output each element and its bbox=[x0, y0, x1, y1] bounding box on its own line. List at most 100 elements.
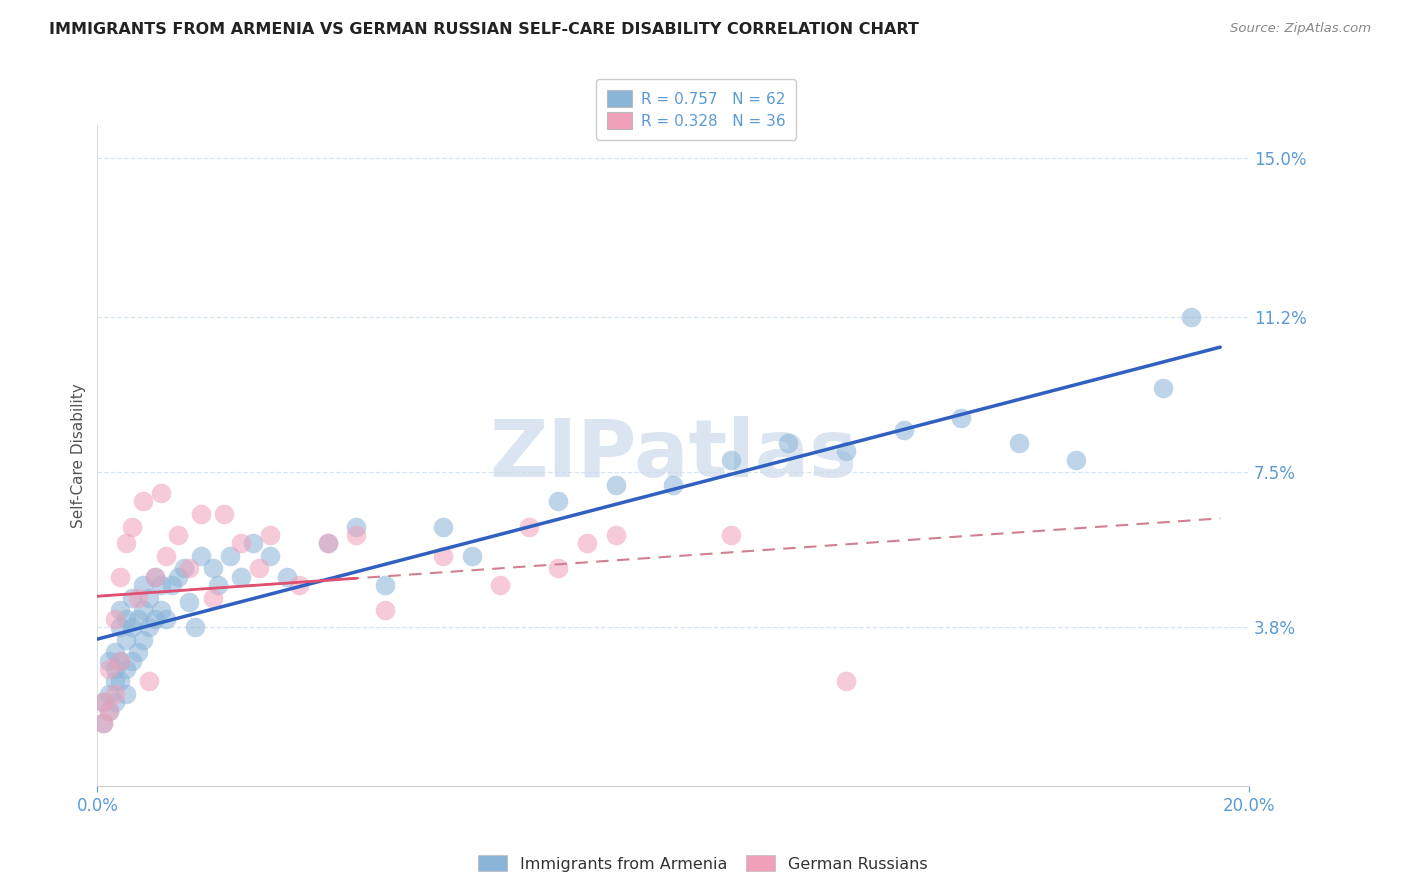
Point bbox=[127, 612, 149, 626]
Point bbox=[460, 549, 482, 563]
Point bbox=[432, 519, 454, 533]
Point bbox=[835, 444, 858, 458]
Point bbox=[149, 603, 172, 617]
Point bbox=[179, 561, 201, 575]
Point bbox=[115, 632, 138, 647]
Point bbox=[110, 674, 132, 689]
Point bbox=[259, 528, 281, 542]
Point bbox=[143, 612, 166, 626]
Point bbox=[489, 578, 512, 592]
Point bbox=[346, 519, 368, 533]
Point bbox=[179, 595, 201, 609]
Point bbox=[143, 570, 166, 584]
Point bbox=[110, 603, 132, 617]
Point bbox=[115, 662, 138, 676]
Point bbox=[231, 570, 253, 584]
Point bbox=[132, 578, 155, 592]
Point bbox=[242, 536, 264, 550]
Point bbox=[143, 570, 166, 584]
Legend: R = 0.757   N = 62, R = 0.328   N = 36: R = 0.757 N = 62, R = 0.328 N = 36 bbox=[596, 79, 796, 139]
Point bbox=[132, 632, 155, 647]
Point bbox=[231, 536, 253, 550]
Point bbox=[346, 528, 368, 542]
Point bbox=[316, 536, 339, 550]
Point bbox=[212, 507, 235, 521]
Point bbox=[167, 570, 190, 584]
Point bbox=[104, 687, 127, 701]
Point bbox=[121, 654, 143, 668]
Point bbox=[104, 645, 127, 659]
Point bbox=[575, 536, 598, 550]
Point bbox=[288, 578, 311, 592]
Point bbox=[110, 654, 132, 668]
Point bbox=[121, 591, 143, 605]
Point bbox=[91, 695, 114, 709]
Point bbox=[432, 549, 454, 563]
Point bbox=[97, 704, 120, 718]
Point bbox=[835, 674, 858, 689]
Point bbox=[190, 549, 212, 563]
Point bbox=[720, 452, 742, 467]
Point bbox=[950, 410, 973, 425]
Point bbox=[155, 549, 177, 563]
Point bbox=[374, 578, 396, 592]
Text: Source: ZipAtlas.com: Source: ZipAtlas.com bbox=[1230, 22, 1371, 36]
Point bbox=[316, 536, 339, 550]
Point bbox=[110, 654, 132, 668]
Point bbox=[893, 423, 915, 437]
Point bbox=[207, 578, 229, 592]
Point bbox=[517, 519, 540, 533]
Point bbox=[115, 612, 138, 626]
Point bbox=[110, 620, 132, 634]
Point bbox=[155, 612, 177, 626]
Point bbox=[138, 674, 160, 689]
Point bbox=[97, 687, 120, 701]
Point bbox=[110, 570, 132, 584]
Point bbox=[104, 674, 127, 689]
Point bbox=[218, 549, 240, 563]
Point bbox=[121, 620, 143, 634]
Point bbox=[91, 716, 114, 731]
Point bbox=[91, 716, 114, 731]
Point bbox=[115, 687, 138, 701]
Point bbox=[720, 528, 742, 542]
Point bbox=[1152, 382, 1174, 396]
Point bbox=[1064, 452, 1087, 467]
Point bbox=[1008, 436, 1031, 450]
Text: ZIPatlas: ZIPatlas bbox=[489, 417, 858, 494]
Point bbox=[160, 578, 183, 592]
Point bbox=[190, 507, 212, 521]
Point bbox=[184, 620, 207, 634]
Text: IMMIGRANTS FROM ARMENIA VS GERMAN RUSSIAN SELF-CARE DISABILITY CORRELATION CHART: IMMIGRANTS FROM ARMENIA VS GERMAN RUSSIA… bbox=[49, 22, 920, 37]
Point bbox=[97, 704, 120, 718]
Point bbox=[132, 603, 155, 617]
Point bbox=[132, 494, 155, 508]
Point bbox=[201, 591, 224, 605]
Point bbox=[138, 620, 160, 634]
Point bbox=[104, 612, 127, 626]
Point bbox=[127, 645, 149, 659]
Point bbox=[247, 561, 270, 575]
Point bbox=[374, 603, 396, 617]
Point bbox=[97, 654, 120, 668]
Point bbox=[97, 662, 120, 676]
Point bbox=[115, 536, 138, 550]
Point bbox=[605, 528, 627, 542]
Legend: Immigrants from Armenia, German Russians: Immigrants from Armenia, German Russians bbox=[471, 847, 935, 880]
Point bbox=[276, 570, 298, 584]
Point bbox=[104, 662, 127, 676]
Point bbox=[121, 519, 143, 533]
Point bbox=[547, 494, 569, 508]
Point bbox=[127, 591, 149, 605]
Point bbox=[259, 549, 281, 563]
Point bbox=[149, 578, 172, 592]
Point bbox=[91, 695, 114, 709]
Point bbox=[149, 486, 172, 500]
Point bbox=[662, 477, 685, 491]
Y-axis label: Self-Care Disability: Self-Care Disability bbox=[72, 383, 86, 528]
Point bbox=[201, 561, 224, 575]
Point bbox=[1180, 310, 1202, 325]
Point bbox=[104, 695, 127, 709]
Point bbox=[173, 561, 195, 575]
Point bbox=[138, 591, 160, 605]
